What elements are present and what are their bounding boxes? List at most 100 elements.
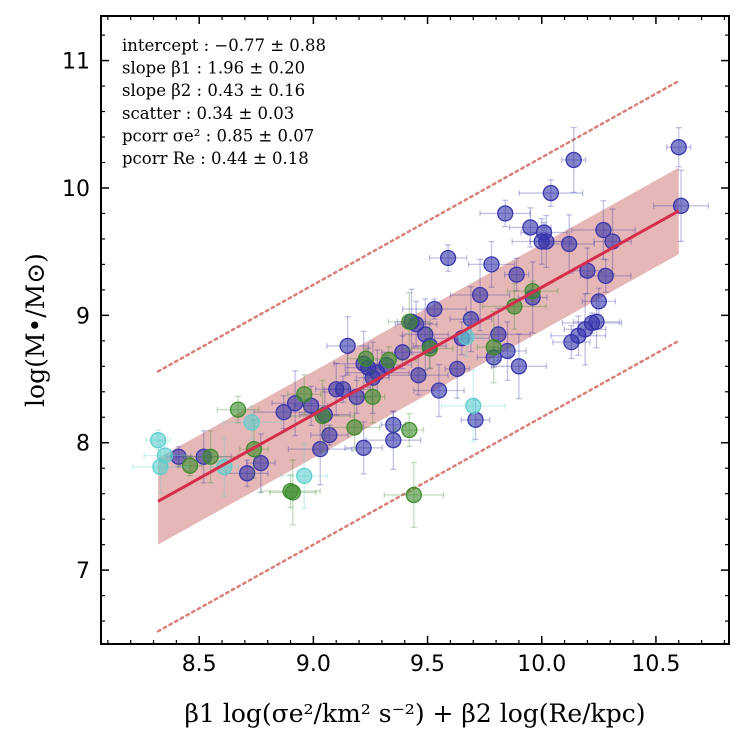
data-marker	[321, 426, 338, 444]
data-point	[579, 258, 632, 293]
data-point	[360, 346, 417, 374]
data-marker	[284, 484, 301, 501]
data-point	[177, 455, 203, 477]
data-point	[326, 316, 370, 376]
data-point	[344, 421, 383, 475]
data-point	[360, 370, 386, 424]
axes-frame	[100, 15, 730, 645]
axis-ticks: 8.5 9.0 9.5 10.0 10.5 7 8 9 10 11	[62, 16, 729, 677]
cyan-series	[132, 316, 506, 509]
data-marker	[471, 286, 489, 304]
data-point	[143, 441, 187, 470]
data-point	[561, 126, 587, 193]
data-point	[503, 257, 530, 292]
data-point	[570, 200, 636, 260]
plot-area	[132, 79, 710, 633]
data-marker	[449, 360, 466, 378]
data-point	[132, 440, 189, 494]
data-marker	[239, 465, 256, 482]
data-marker	[597, 267, 614, 285]
y-tick-label: 9	[76, 304, 90, 329]
data-point	[401, 298, 467, 320]
data-marker	[538, 233, 555, 250]
data-marker	[497, 205, 514, 222]
data-point	[225, 459, 269, 488]
data-marker	[465, 397, 482, 414]
data-point	[449, 258, 511, 332]
y-axis-label: log(M•/M⊙)	[21, 253, 50, 407]
data-marker	[499, 342, 516, 360]
data-point	[413, 363, 465, 418]
data-point	[182, 430, 239, 484]
y-tick-label: 11	[62, 50, 90, 75]
data-point	[529, 214, 564, 269]
data-point	[572, 247, 603, 295]
data-marker	[426, 300, 443, 318]
green-series	[177, 280, 559, 529]
data-marker	[394, 344, 411, 361]
data-marker	[672, 197, 690, 214]
data-marker	[229, 401, 247, 418]
y-tick-label: 10	[62, 177, 90, 202]
data-point	[383, 461, 445, 529]
y-tick-label: 7	[76, 559, 90, 584]
data-marker	[355, 439, 372, 456]
data-point	[388, 354, 449, 396]
data-point	[328, 403, 381, 451]
data-point	[145, 429, 171, 451]
data-marker	[296, 386, 313, 403]
data-marker	[430, 382, 448, 399]
data-marker	[410, 367, 427, 384]
data-marker	[252, 454, 270, 472]
data-point	[666, 126, 692, 168]
data-point	[476, 310, 511, 384]
data-marker	[542, 184, 560, 202]
data-marker	[467, 411, 484, 428]
data-point	[365, 410, 422, 471]
x-tick-label: 8.5	[182, 652, 217, 677]
data-point	[518, 179, 584, 207]
data-marker	[202, 448, 219, 465]
data-point	[652, 169, 710, 243]
data-marker	[483, 256, 500, 273]
data-marker	[312, 440, 329, 458]
data-marker	[156, 447, 174, 464]
data-marker	[346, 419, 363, 436]
data-marker	[385, 432, 402, 449]
data-marker	[357, 350, 375, 367]
data-marker	[243, 414, 260, 431]
data-point	[581, 287, 616, 316]
stat-line: slope β2 : 0.43 ± 0.16	[122, 81, 305, 100]
data-marker	[275, 404, 292, 421]
data-point	[269, 459, 317, 526]
x-tick-label: 10.0	[517, 652, 566, 677]
data-point	[346, 348, 386, 370]
data-point	[490, 333, 547, 400]
data-marker	[508, 266, 525, 283]
data-marker	[595, 221, 612, 239]
x-tick-label: 9.0	[296, 652, 331, 677]
data-marker	[149, 432, 167, 449]
data-marker	[565, 151, 582, 169]
data-marker	[590, 293, 607, 310]
data-point	[280, 442, 328, 509]
stat-line: pcorr Re : 0.44 ± 0.18	[122, 149, 309, 168]
data-point	[287, 374, 322, 415]
x-tick-label: 10.5	[631, 652, 680, 677]
lower-dotted-line	[156, 339, 681, 633]
data-marker	[401, 313, 418, 330]
stat-line: intercept : −0.77 ± 0.88	[122, 36, 326, 55]
data-marker	[670, 139, 687, 156]
data-marker	[296, 467, 313, 485]
data-point	[481, 282, 547, 330]
data-marker	[510, 358, 528, 375]
data-marker	[405, 486, 423, 504]
data-point	[479, 199, 532, 228]
data-marker	[380, 351, 397, 369]
y-tick-label: 8	[76, 432, 90, 457]
x-tick-label: 9.5	[410, 652, 445, 677]
data-point	[216, 395, 260, 424]
data-marker	[181, 457, 199, 474]
data-marker	[364, 388, 381, 406]
